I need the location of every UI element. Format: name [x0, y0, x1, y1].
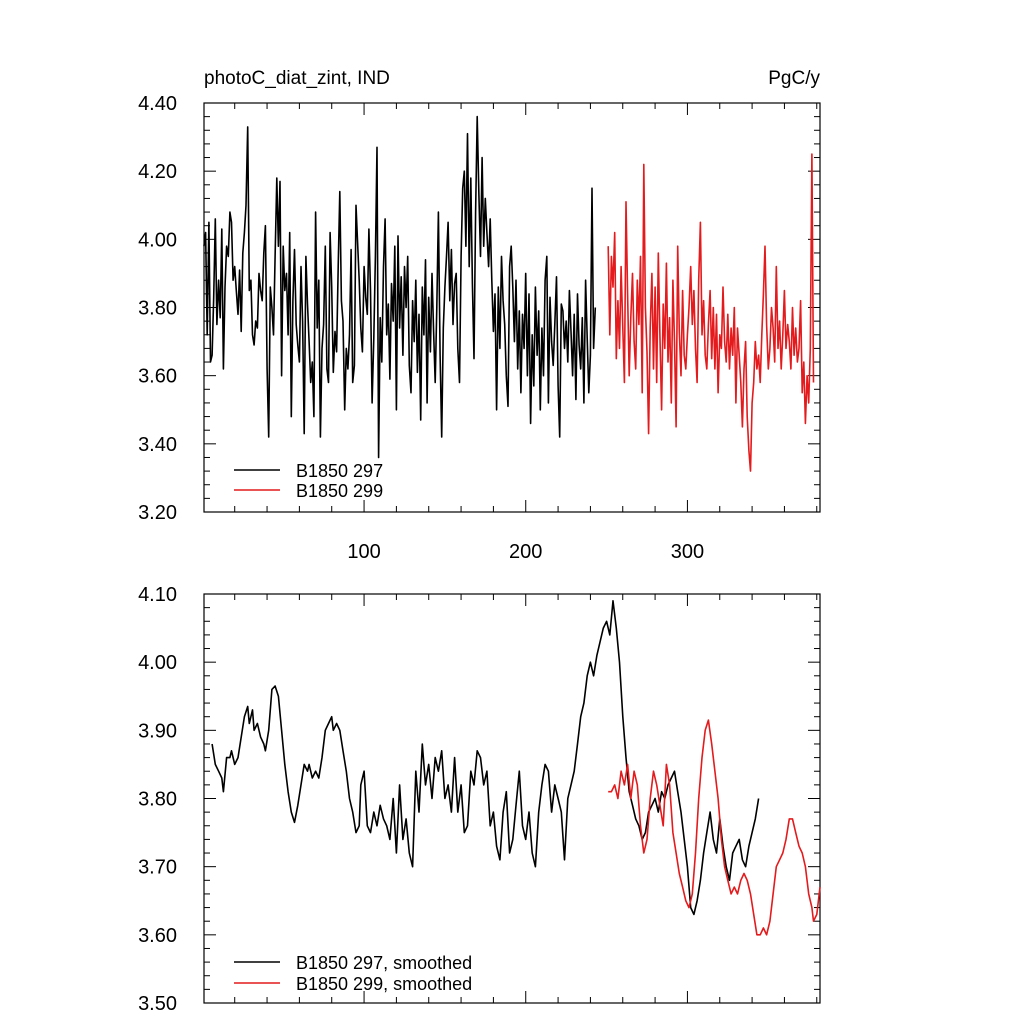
y-tick-label: 3.40 [138, 434, 177, 456]
series-line-bottom-b1850-297-smoothed [211, 600, 760, 916]
legend-top: B1850 297 B1850 299 [234, 461, 383, 501]
series-group-top [203, 115, 815, 472]
y-tick-label: 3.80 [138, 298, 177, 320]
y-tick-label: 3.60 [138, 925, 177, 947]
y-tick-label: 3.70 [138, 857, 177, 879]
legend-label-b1850-299: B1850 299 [296, 481, 383, 501]
legend-bottom: B1850 297, smoothed B1850 299, smoothed [234, 953, 472, 994]
legend-label-b1850-299-smoothed: B1850 299, smoothed [296, 974, 472, 994]
y-tick-label: 4.40 [138, 93, 177, 115]
chart-bottom-panel: 3.50 3.60 3.70 3.80 3.90 4.00 4.10 B1850 297, … [138, 584, 821, 1015]
x-tick-label: 200 [509, 541, 542, 563]
chart-units: PgC/y [768, 68, 820, 89]
y-tick-label: 3.60 [138, 366, 177, 388]
y-tick-label: 3.50 [138, 993, 177, 1015]
axis-ticks-bottom: 3.50 3.60 3.70 3.80 3.90 4.00 4.10 [138, 584, 820, 1015]
plot-frame-bottom [203, 593, 821, 1004]
chart-top-panel: photoC_diat_zint, IND PgC/y 3.20 3.40 3.60… [138, 68, 821, 563]
legend-label-b1850-297: B1850 297 [296, 461, 383, 481]
series-line-top-b1850-299 [607, 153, 815, 472]
series-group-bottom [211, 600, 821, 936]
series-line-bottom-b1850-299-smoothed [608, 719, 821, 936]
y-tick-label: 3.80 [138, 789, 177, 811]
y-tick-label: 4.10 [138, 584, 177, 606]
y-tick-label: 3.90 [138, 720, 177, 742]
x-tick-label: 100 [347, 541, 380, 563]
chart-title: photoC_diat_zint, IND [204, 68, 390, 89]
series-line-top-b1850-297 [203, 115, 597, 459]
y-tick-label: 4.00 [138, 652, 177, 674]
y-tick-label: 3.20 [138, 502, 177, 524]
x-tick-label: 300 [671, 541, 704, 563]
y-tick-label: 4.20 [138, 161, 177, 183]
y-tick-label: 4.00 [138, 229, 177, 251]
legend-label-b1850-297-smoothed: B1850 297, smoothed [296, 953, 472, 973]
